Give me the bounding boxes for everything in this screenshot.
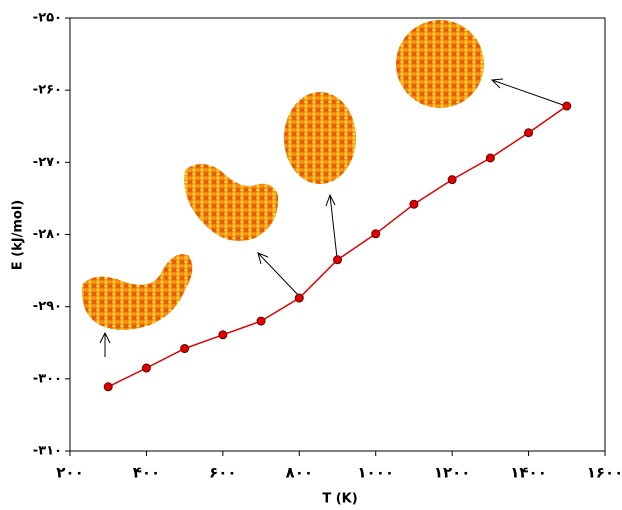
x-axis-title: T (K) [322,492,357,507]
x-tick-label: ۱۰۰۰ [357,464,394,482]
y-tick-label: -۲۸۰ [33,227,62,242]
y-tick-label: -۲۵۰ [33,11,62,26]
x-tick-label: ۱۴۰۰ [510,464,547,482]
point [448,176,456,184]
point [563,102,571,110]
point [142,364,150,372]
x-tick-label: ۲۰۰ [56,464,83,482]
point [486,154,494,162]
chart: T (K) E (kJ/mol) -۲۵۰ -۲۶۰ -۲۷۰ -۲۸۰ -۲۹۰ -۳۰… [0,0,622,510]
plot-frame [70,18,605,451]
y-tick-label: -۲۶۰ [33,83,62,98]
y-axis-title: E (kJ/mol) [11,200,26,270]
cluster-900 [284,92,356,184]
cluster-1500 [396,20,484,108]
x-tick-label: ۸۰۰ [286,464,313,482]
arrow [326,195,337,258]
point [525,129,533,137]
point [372,230,380,238]
point [257,317,265,325]
point [410,200,418,208]
arrow [258,253,299,296]
y-tick-label: -۲۷۰ [33,155,62,170]
y-tick-label: -۳۱۰ [33,444,62,459]
cluster-800 [184,164,278,241]
cluster-images [82,20,484,330]
arrow [100,333,110,357]
x-tick-label: ۱۲۰۰ [434,464,471,482]
x-tick-label: ۶۰۰ [209,464,236,482]
x-tick-label: ۴۰۰ [133,464,160,482]
point [181,345,189,353]
arrow [492,79,566,106]
point [334,256,342,264]
cluster-300 [82,254,193,330]
point [219,331,227,339]
x-tick-label: ۱۶۰۰ [587,464,622,482]
point [295,294,303,302]
y-tick-label: -۲۹۰ [33,299,62,314]
y-tick-label: -۳۰۰ [33,371,62,386]
point [104,383,112,391]
